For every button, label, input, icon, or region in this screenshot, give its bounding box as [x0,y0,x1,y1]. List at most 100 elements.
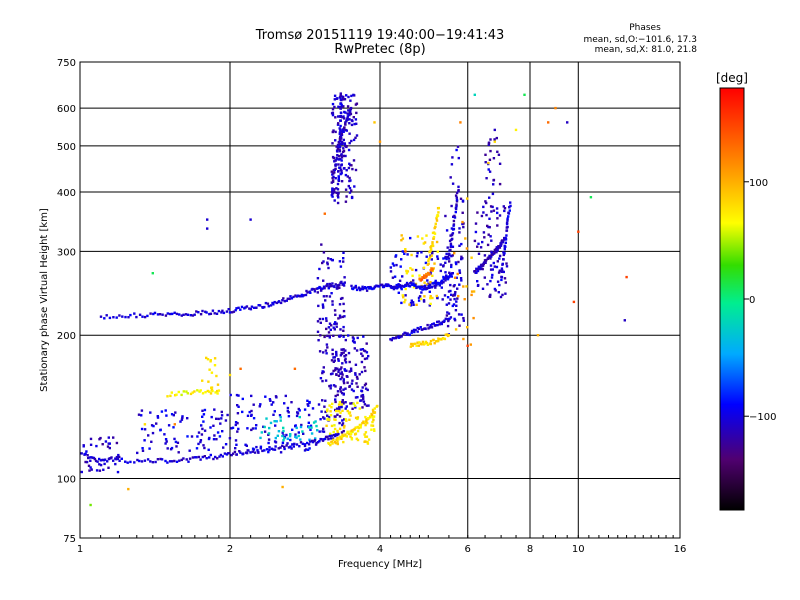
data-point [343,142,346,145]
data-point [362,397,365,401]
data-point [338,145,342,148]
data-point [442,264,445,267]
data-point [333,322,336,326]
data-point [321,399,324,402]
data-point [337,191,340,195]
data-point [330,359,334,362]
data-point [197,431,201,434]
data-point [452,303,456,306]
data-point [361,406,364,409]
data-point [326,283,329,287]
data-point [484,161,487,164]
data-point [455,148,458,152]
data-point [351,379,354,382]
data-point [331,113,335,117]
data-point [451,304,454,308]
data-point [492,183,495,186]
data-point [272,413,275,416]
data-point [301,442,304,445]
colorbar-tick-label: −100 [749,412,776,423]
data-point [395,283,398,287]
data-point [337,317,340,320]
data-point [351,119,354,123]
data-point [481,264,485,267]
data-point [328,434,331,438]
data-point [428,256,432,259]
data-point [493,138,496,141]
data-point [445,314,449,317]
data-point [108,457,111,460]
data-point [347,351,351,355]
data-point [333,309,337,312]
data-point [322,351,325,354]
data-point [490,239,493,242]
data-point [426,323,429,327]
data-point [364,435,367,438]
data-point [170,413,174,416]
data-point [323,405,326,408]
data-point [331,402,334,406]
data-point [503,236,506,240]
data-point [322,366,325,369]
data-point [444,317,447,320]
data-point [342,393,345,396]
data-point [335,322,338,325]
data-point [335,352,338,355]
data-point [102,459,105,462]
data-point [168,460,172,463]
data-point [330,170,333,173]
data-point [207,448,210,451]
data-point [344,354,348,357]
data-point [233,450,237,454]
data-point [483,276,486,279]
data-point [268,426,271,430]
data-point [423,274,426,277]
data-point [337,193,340,196]
data-point [405,269,408,273]
data-point [334,321,337,324]
data-point [334,418,337,421]
data-point [331,190,334,193]
data-point [444,333,447,336]
data-point [431,282,434,285]
data-point [155,422,158,425]
data-point [362,400,366,403]
data-point [342,434,345,437]
data-point [248,307,251,310]
data-point [333,98,336,101]
data-point [342,440,345,444]
data-point [472,316,475,320]
data-point [487,168,490,171]
data-point [271,301,274,305]
data-point [257,304,260,307]
data-point [338,127,341,130]
data-point [116,470,120,474]
data-point [141,315,144,318]
data-point [445,257,448,261]
data-point [250,305,254,308]
data-point [329,410,332,413]
data-point [503,209,506,213]
data-points [80,92,628,507]
y-tick-label: 750 [57,58,76,69]
data-point [349,99,352,102]
data-point [424,288,427,291]
data-point [365,404,369,407]
data-point [337,115,340,118]
data-point [232,452,235,455]
data-point [406,270,410,273]
data-point [455,205,458,208]
data-point [321,430,324,433]
data-point [90,456,93,459]
data-point [326,346,329,349]
data-point [365,342,368,345]
data-point [459,197,463,200]
data-point [253,306,256,309]
data-point [425,234,428,237]
data-point [443,337,447,341]
data-point [409,301,413,305]
data-point [199,440,202,444]
data-point [349,112,353,116]
data-point [255,445,258,449]
data-point [255,306,258,309]
